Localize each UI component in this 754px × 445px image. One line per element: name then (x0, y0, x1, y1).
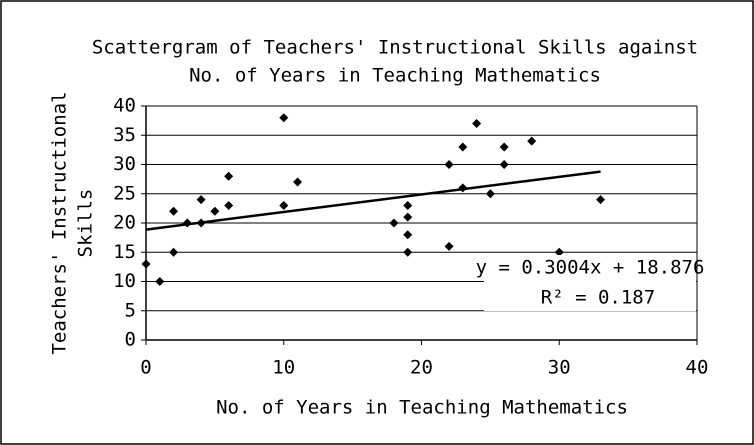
point (279, 113, 289, 123)
point (293, 177, 303, 187)
chart-title: Scattergram of Teachers' Instructional S… (92, 37, 698, 59)
point (458, 142, 468, 152)
y-tick-label: 10 (113, 270, 136, 292)
point (224, 200, 234, 210)
point (155, 277, 165, 286)
point (141, 259, 151, 269)
x-tick-label: 40 (686, 357, 709, 379)
point (444, 241, 454, 251)
x-axis-label: No. of Years in Teaching Mathematics (216, 397, 628, 419)
y-tick-label: 15 (113, 241, 136, 263)
point (196, 195, 206, 205)
point (444, 160, 454, 169)
point (499, 142, 509, 152)
point (499, 160, 509, 169)
x-tick-label: 30 (548, 357, 571, 379)
point (403, 212, 413, 222)
trendline-equation: y = 0.3004x + 18.876 (476, 257, 705, 279)
point (224, 171, 234, 181)
y-tick-label: 0 (125, 329, 136, 351)
point (169, 206, 179, 216)
y-axis-label: Teachers' Instructional (49, 91, 71, 354)
x-tick-label: 10 (272, 357, 295, 379)
point (554, 247, 564, 257)
x-tick-label: 20 (410, 357, 433, 379)
chart-title: No. of Years in Teaching Mathematics (189, 65, 601, 87)
point (403, 200, 413, 210)
y-tick-label: 25 (113, 182, 136, 204)
point (279, 200, 289, 210)
point (389, 218, 399, 228)
y-tick-label: 5 (125, 299, 136, 321)
trendline (145, 170, 601, 231)
point (472, 119, 482, 129)
point (527, 136, 537, 146)
y-axis-label: Skills (75, 189, 97, 258)
y-tick-label: 30 (113, 153, 136, 175)
point (403, 247, 413, 257)
point (210, 206, 220, 216)
point (596, 195, 606, 205)
x-tick-label: 0 (140, 357, 151, 379)
equation-background (484, 255, 696, 311)
trendline-r2: R² = 0.187 (541, 287, 655, 309)
y-tick-label: 20 (113, 212, 136, 234)
y-tick-label: 35 (113, 124, 136, 146)
point (169, 247, 179, 257)
point (403, 230, 413, 240)
point (485, 189, 495, 199)
y-tick-label: 40 (113, 95, 136, 117)
